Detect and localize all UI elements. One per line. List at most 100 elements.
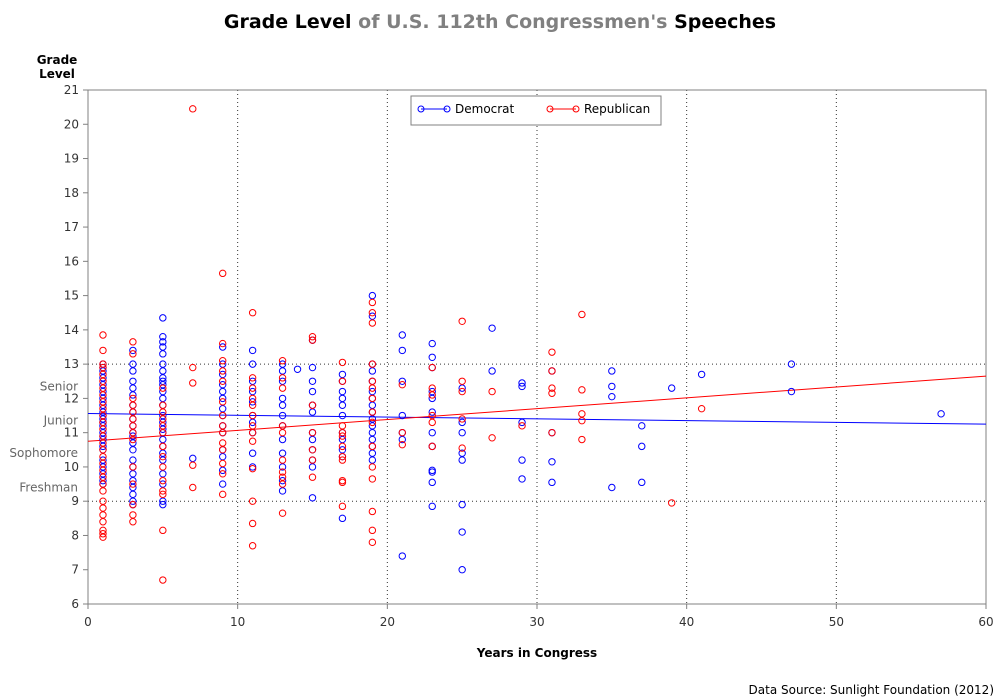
scatter-points — [99, 105, 945, 584]
republican-point — [99, 533, 107, 541]
republican-point — [248, 384, 257, 392]
democrat-point — [159, 350, 167, 358]
democrat-point — [219, 452, 227, 461]
republican-point — [219, 422, 227, 430]
republican-point — [248, 464, 257, 473]
republican-point — [219, 377, 227, 385]
democrat-point — [518, 379, 526, 387]
republican-point — [368, 377, 377, 385]
republican-point — [338, 422, 347, 430]
democrat-point — [308, 463, 317, 471]
republican-point — [428, 418, 436, 427]
republican-point — [368, 526, 377, 535]
democrat-point — [338, 394, 347, 403]
democrat-point — [518, 456, 526, 464]
x-tick-label-60: 60 — [978, 615, 993, 629]
republican-point — [398, 440, 406, 449]
democrat-point — [248, 449, 257, 457]
democrat-point — [488, 324, 496, 332]
democrat-point — [278, 411, 287, 420]
democrat-point — [458, 418, 466, 427]
republican-point — [219, 411, 227, 420]
legend-republican-marker-left — [546, 105, 554, 113]
republican-point — [278, 480, 287, 488]
x-tick-label-10: 10 — [230, 615, 245, 629]
republican-point — [338, 377, 347, 385]
republican-point — [578, 410, 586, 418]
democrat-point — [398, 552, 406, 560]
republican-point — [129, 350, 137, 358]
republican-point — [159, 463, 167, 471]
title-part-0: Grade Level — [224, 11, 358, 33]
republican-point — [458, 387, 466, 396]
class-labels: Senior Junior Sophomore Freshman — [9, 379, 78, 494]
title-part-1: of U.S. 112th Congressmen's — [358, 11, 674, 33]
republican-point — [219, 269, 227, 278]
y-tick-label-8: 8 — [71, 528, 79, 542]
democrat-point — [308, 494, 317, 502]
democrat-point — [99, 476, 107, 485]
republican-point — [159, 428, 167, 437]
democrat-point — [308, 363, 317, 372]
y-tick-label-17: 17 — [64, 220, 79, 234]
republican-point — [368, 538, 377, 547]
republican-point — [219, 446, 227, 454]
republican-point — [278, 468, 287, 476]
republican-point — [99, 360, 107, 368]
republican-point — [278, 428, 287, 437]
legend-democrat-marker-left — [417, 105, 425, 113]
democrat-point — [368, 401, 377, 409]
republican-point — [99, 487, 107, 495]
democrat-point — [368, 449, 377, 457]
republican-point — [189, 461, 197, 469]
democrat-point — [129, 384, 137, 392]
republican-point — [338, 432, 347, 440]
republican-point — [278, 509, 287, 517]
y-tick-label-16: 16 — [64, 254, 79, 268]
democrat-point — [278, 394, 287, 403]
democrat-point — [219, 404, 227, 413]
democrat-point — [159, 314, 167, 322]
y-tick-label-11: 11 — [64, 426, 79, 440]
democrat-point — [638, 422, 646, 430]
republican-point — [159, 526, 167, 535]
democrat-point — [308, 408, 317, 416]
republican-point — [129, 480, 137, 488]
republican-point — [368, 309, 377, 317]
y-tick-label-12: 12 — [64, 391, 79, 405]
democrat-trend-line — [87, 412, 987, 425]
y-tick-label-9: 9 — [71, 494, 79, 508]
republican-point — [159, 487, 167, 495]
democrat-point — [368, 435, 377, 444]
republican-point — [219, 439, 227, 447]
democrat-point — [638, 442, 646, 451]
republican-point — [428, 442, 436, 451]
republican-point — [219, 367, 227, 375]
democrat-point — [278, 367, 287, 375]
democrat-point — [248, 346, 257, 355]
republican-point — [219, 357, 227, 365]
republican-point — [308, 401, 317, 409]
y-tick-label-19: 19 — [64, 152, 79, 166]
democrat-point — [608, 483, 616, 492]
republican-point — [99, 331, 107, 339]
republican-point — [338, 502, 347, 511]
republican-point — [278, 384, 287, 392]
republican-point — [129, 463, 137, 471]
democrat-point — [398, 331, 406, 339]
reference-lines — [88, 90, 986, 604]
republican-point — [189, 483, 197, 492]
democrat-point — [159, 425, 167, 433]
democrat-point — [428, 478, 436, 487]
democrat-point — [608, 367, 616, 375]
republican-point — [368, 360, 377, 368]
legend-democrat-label: Democrat — [455, 102, 515, 116]
y-tick-label-18: 18 — [64, 186, 79, 200]
democrat-point — [159, 333, 167, 341]
x-tick-label-50: 50 — [829, 615, 844, 629]
republican-point — [458, 377, 466, 385]
democrat-point — [428, 394, 436, 403]
democrat-point — [548, 458, 556, 466]
republican-point — [488, 387, 496, 396]
democrat-point — [278, 435, 287, 444]
